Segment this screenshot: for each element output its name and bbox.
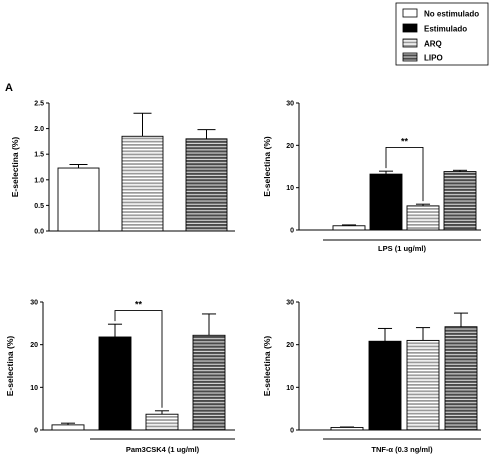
y-tick-label: 30 [30,300,38,307]
legend-label-lipo: LIPO [424,54,443,63]
y-tick-label: 1.0 [34,177,44,184]
y-tick-label: 10 [286,385,294,392]
bar [369,173,403,231]
bar [330,426,364,431]
y-tick-label: 10 [286,185,294,192]
y-tick-label: 20 [286,342,294,349]
condition-label: LPS (1 ug/ml) [378,244,426,253]
significance-bracket [114,310,163,408]
y-tick-label: 0 [290,428,294,435]
y-tick-label: 10 [30,385,38,392]
chart-panel-pam3csk4: 0 10 20 30 E-selectina (%) ** Pam3CSK4 (1 ug/m… [5,300,235,454]
y-tick-label: 1.5 [34,152,44,159]
legend-swatch-estimulado [402,23,418,33]
chart-panel-tnf: 0 10 20 30 E-selectina (%) TNF-α (0.3 ng/ml) [262,300,481,454]
bar [332,225,366,231]
legend-label-no-estimulado: No estimulado [424,10,479,19]
bar [192,334,226,431]
bar [121,135,164,232]
bar [51,424,85,431]
condition-label: TNF-α (0.3 ng/ml) [371,445,433,454]
significance-bracket [385,147,424,202]
y-tick-label: 2.0 [34,126,44,133]
bar [444,326,478,431]
y-tick-label: 20 [286,143,294,150]
y-axis-label: E-selectina (%) [10,137,20,198]
bar [443,171,477,231]
legend-swatch-arq [402,38,418,48]
panel-letter: A [5,82,13,94]
legend-label-estimulado: Estimulado [424,25,467,34]
y-tick-label: 20 [30,342,38,349]
significance-label: ** [401,136,409,146]
bar [406,205,440,231]
legend-swatch-lipo [402,52,418,62]
y-tick-label: 30 [286,101,294,108]
y-tick-label: 0 [290,228,294,235]
y-axis-label: E-selectina (%) [5,336,15,397]
bar [406,339,440,431]
y-axis-label: E-selectina (%) [262,136,272,197]
bar [368,340,402,431]
chart-panel-unstimulated: 0.0 0.5 1.0 1.5 2.0 2.5 E-selectina (%) [10,101,235,236]
y-tick-label: 2.5 [34,101,44,108]
y-tick-label: 0.5 [34,203,44,210]
y-tick-label: 0 [34,428,38,435]
bar [145,413,179,431]
condition-label: Pam3CSK4 (1 ug/ml) [126,445,200,454]
y-tick-label: 30 [286,300,294,307]
bar [185,138,228,232]
chart-panel-lps: 0 10 20 30 E-selectina (%) ** LPS (1 ug/ml) [262,101,481,253]
legend-swatch-no-estimulado [402,8,418,18]
y-tick-label: 0.0 [34,229,44,236]
bar [98,336,132,431]
y-axis-label: E-selectina (%) [262,336,272,397]
legend: No estimulado Estimulado ARQ LIPO [395,2,489,66]
bar [57,167,100,232]
significance-label: ** [135,300,143,310]
legend-label-arq: ARQ [424,40,442,49]
